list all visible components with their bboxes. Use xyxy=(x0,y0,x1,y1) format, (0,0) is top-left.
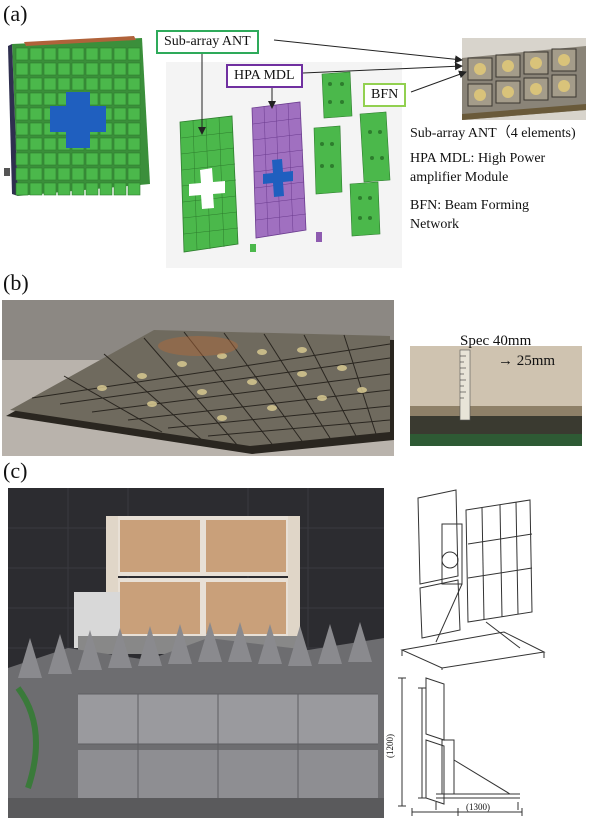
panel-label-b: (b) xyxy=(3,270,29,295)
panel-label-a: (a) xyxy=(3,1,28,26)
isometric-drawing xyxy=(396,484,548,670)
side-view-drawing xyxy=(388,670,534,818)
dim-height-label: (1200) xyxy=(385,734,395,758)
exploded-view-figure xyxy=(166,62,402,268)
legend-panel-a: Sub-array ANT（4 elements) HPA MDL: High … xyxy=(410,124,592,234)
callout-hpa-mdl: HPA MDL xyxy=(226,64,303,88)
legend-line: BFN: Beam Forming xyxy=(410,198,530,213)
legend-line: Network xyxy=(410,217,459,232)
callout-bfn: BFN xyxy=(363,83,407,107)
spec-text-line2: → 25mm xyxy=(498,353,556,369)
anechoic-chamber-photo xyxy=(8,488,384,818)
callout-subarray-ant: Sub-array ANT xyxy=(156,30,259,54)
spec-text-line1: Spec 40mm xyxy=(460,333,532,349)
assembled-antenna-figure xyxy=(4,34,154,202)
legend-line: Sub-array ANT（4 elements) xyxy=(410,126,576,141)
thickness-photo xyxy=(410,346,582,446)
array-panel-photo xyxy=(2,300,394,456)
dim-width-label: (1300) xyxy=(466,802,490,812)
legend-line: amplifier Module xyxy=(410,170,509,185)
callout-arrows xyxy=(198,39,467,135)
legend-line: HPA MDL: High Power xyxy=(410,151,546,166)
subarray-photo xyxy=(462,38,586,120)
panel-label-c: (c) xyxy=(3,458,28,483)
